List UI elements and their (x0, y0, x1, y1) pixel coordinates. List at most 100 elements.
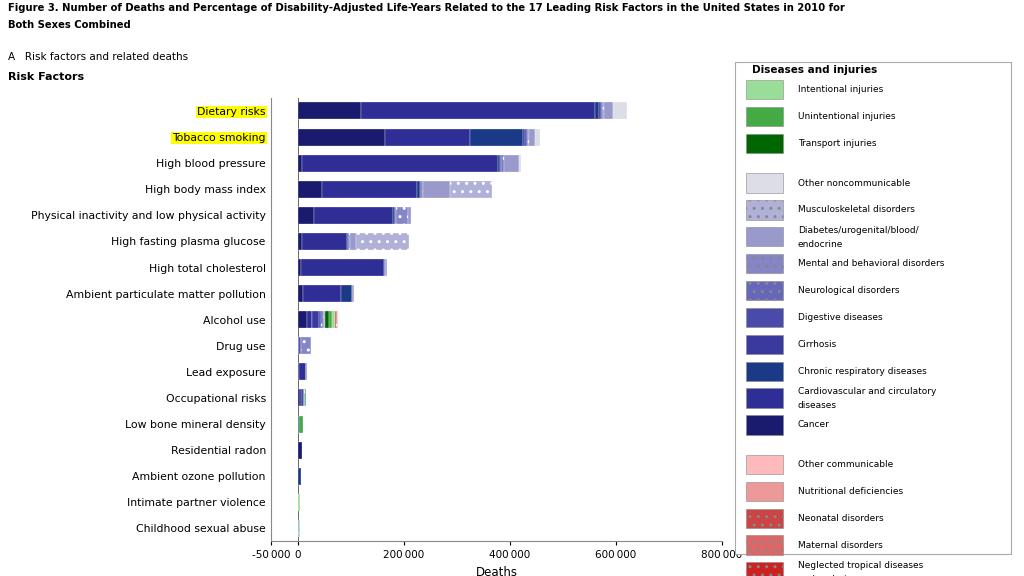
Bar (746, 281, 783, 300)
Bar (298, 415, 299, 433)
Bar (341, 285, 352, 302)
Bar (322, 181, 417, 198)
Bar (298, 155, 302, 172)
Bar (450, 181, 493, 198)
Bar (323, 311, 325, 328)
Bar (529, 128, 536, 146)
Bar (302, 389, 304, 407)
Bar (307, 311, 311, 328)
Bar (746, 308, 783, 327)
Bar (746, 173, 783, 193)
Text: endocrine: endocrine (798, 240, 843, 249)
Text: Risk Factors: Risk Factors (8, 72, 84, 82)
Text: Neonatal disorders: Neonatal disorders (798, 514, 884, 522)
Text: Figure 3. Number of Deaths and Percentage of Disability-Adjusted Life-Years Rela: Figure 3. Number of Deaths and Percentag… (8, 3, 845, 13)
Bar (299, 415, 303, 433)
Bar (396, 207, 409, 224)
Bar (746, 335, 783, 354)
Bar (326, 311, 330, 328)
Bar (336, 311, 337, 328)
Text: A   Risk factors and related deaths: A Risk factors and related deaths (8, 52, 188, 62)
Bar (421, 181, 422, 198)
Bar (322, 311, 323, 328)
Bar (300, 259, 384, 276)
Bar (355, 233, 409, 250)
Bar (301, 338, 310, 354)
Text: Cirrhosis: Cirrhosis (798, 340, 837, 349)
Bar (298, 442, 302, 458)
FancyBboxPatch shape (735, 62, 1011, 554)
Text: Chronic respiratory diseases: Chronic respiratory diseases (798, 367, 927, 376)
Bar (746, 536, 783, 555)
Bar (604, 103, 613, 119)
Text: Both Sexes Combined: Both Sexes Combined (8, 20, 131, 30)
Bar (746, 80, 783, 100)
Bar (298, 233, 302, 250)
Bar (298, 259, 300, 276)
Bar (298, 128, 385, 146)
Bar (313, 207, 393, 224)
Bar (746, 107, 783, 126)
Bar (298, 468, 301, 484)
Bar (519, 155, 521, 172)
Bar (298, 338, 299, 354)
Bar (335, 311, 336, 328)
Text: Other communicable: Other communicable (798, 460, 893, 469)
Bar (350, 233, 355, 250)
Bar (536, 128, 540, 146)
Text: diseases: diseases (798, 401, 837, 410)
Bar (503, 155, 504, 172)
Bar (595, 103, 599, 119)
Bar (746, 455, 783, 474)
Bar (361, 103, 595, 119)
Text: Transport injuries: Transport injuries (798, 139, 877, 148)
Bar (417, 181, 420, 198)
Bar (299, 338, 300, 354)
Bar (325, 311, 326, 328)
Bar (303, 285, 341, 302)
Bar (599, 103, 600, 119)
Bar (504, 155, 519, 172)
Bar (613, 103, 627, 119)
Bar (746, 562, 783, 576)
Bar (525, 128, 527, 146)
Bar (302, 233, 347, 250)
Bar (302, 155, 499, 172)
Bar (422, 181, 423, 198)
Bar (330, 311, 332, 328)
Bar (501, 155, 502, 172)
Text: Neglected tropical diseases: Neglected tropical diseases (798, 562, 923, 570)
Bar (527, 128, 528, 146)
Bar (420, 181, 421, 198)
Text: Neurological disorders: Neurological disorders (798, 286, 899, 295)
Text: Cardiovascular and circulatory: Cardiovascular and circulatory (798, 388, 936, 396)
Bar (312, 311, 319, 328)
Text: Mental and behavioral disorders: Mental and behavioral disorders (798, 259, 944, 268)
Bar (502, 155, 503, 172)
Bar (746, 200, 783, 219)
Bar (298, 389, 300, 407)
Bar (298, 311, 307, 328)
Bar (298, 494, 300, 511)
Bar (746, 482, 783, 501)
Text: Digestive diseases: Digestive diseases (798, 313, 883, 322)
Text: and malaria: and malaria (798, 575, 852, 576)
Bar (600, 103, 602, 119)
Bar (347, 233, 348, 250)
Bar (499, 155, 501, 172)
Bar (298, 103, 361, 119)
Text: Intentional injuries: Intentional injuries (798, 85, 883, 94)
Bar (424, 181, 450, 198)
Text: Diseases and injuries: Diseases and injuries (752, 65, 878, 74)
Bar (319, 311, 322, 328)
Bar (746, 509, 783, 528)
Bar (746, 415, 783, 434)
Bar (332, 311, 335, 328)
Bar (385, 128, 470, 146)
Bar (299, 363, 305, 380)
Bar (298, 285, 303, 302)
Text: Other noncommunicable: Other noncommunicable (798, 179, 910, 188)
Bar (523, 128, 525, 146)
Bar (298, 207, 313, 224)
Bar (393, 207, 395, 224)
